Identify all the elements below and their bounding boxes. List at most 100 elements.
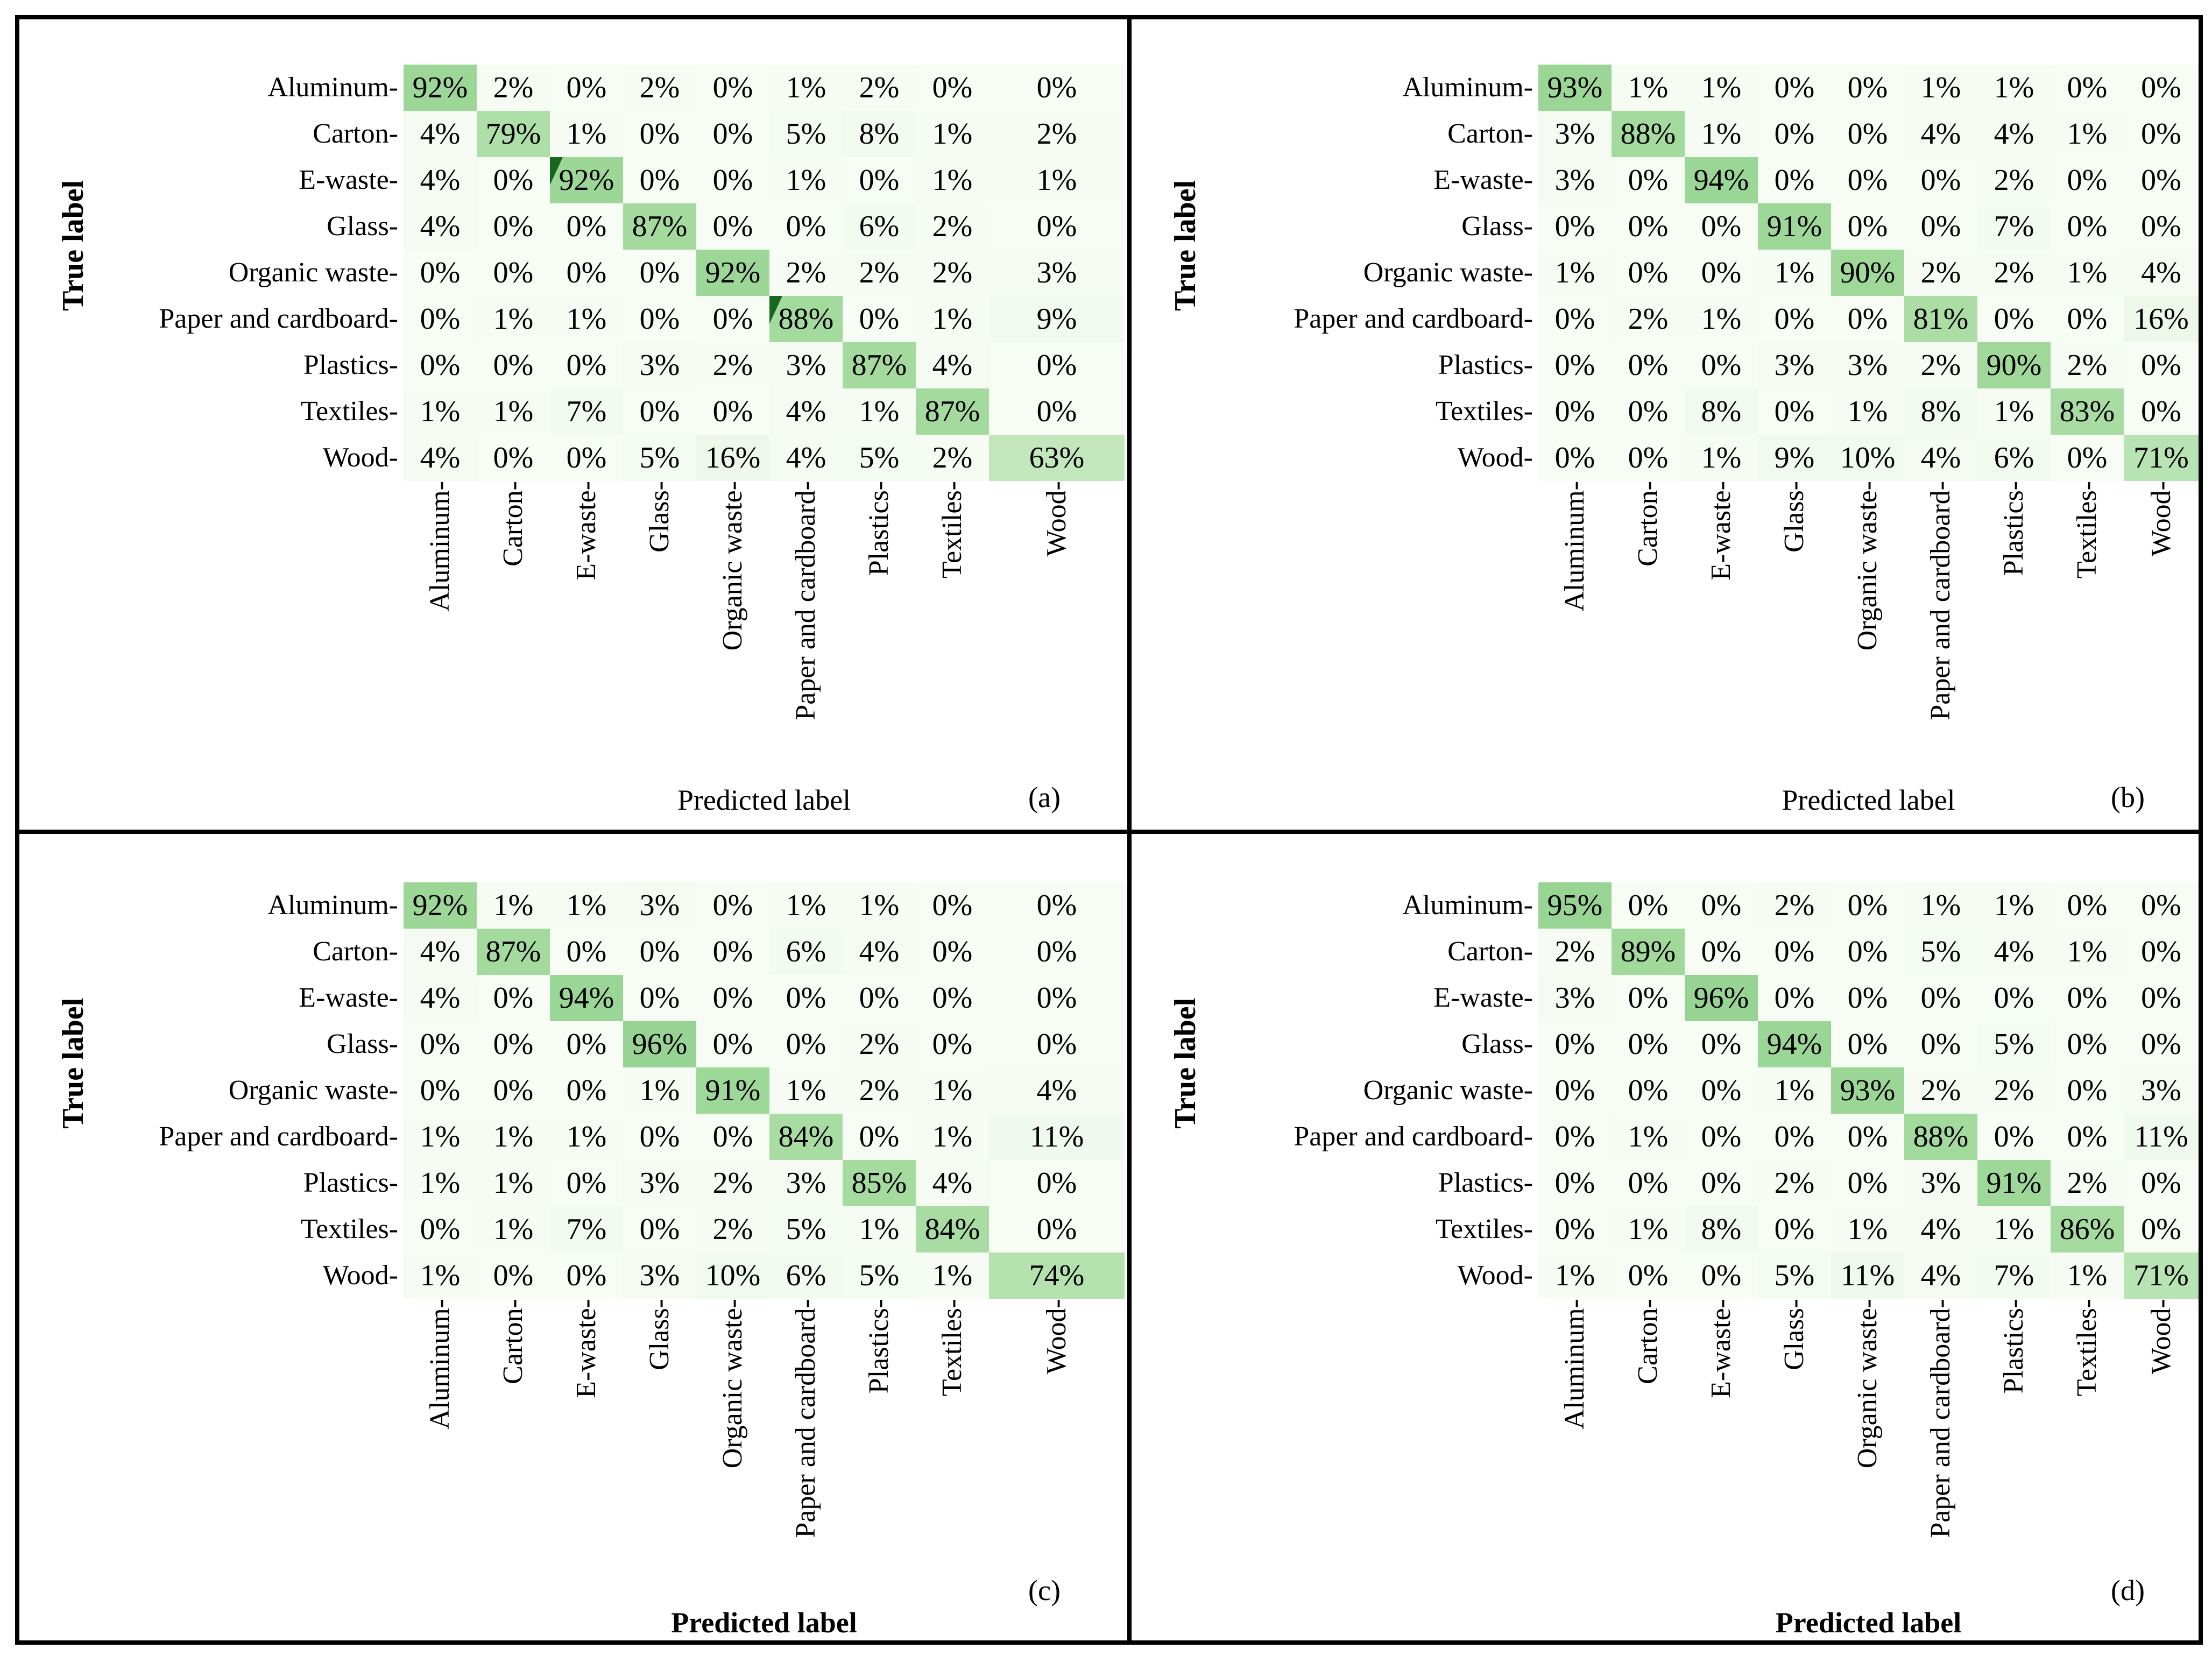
- col-tick-label: Textiles-: [937, 481, 967, 579]
- matrix-cell: 94%: [1758, 1021, 1831, 1067]
- matrix-cell: 1%: [1831, 388, 1904, 435]
- matrix-cell: 0%: [1758, 111, 1831, 157]
- col-tick-label: Aluminum-: [1559, 481, 1590, 612]
- matrix-cell: 0%: [843, 157, 916, 203]
- matrix-cell: 4%: [404, 435, 477, 481]
- matrix-cell: 1%: [1758, 1067, 1831, 1114]
- matrix-cell: 0%: [404, 1067, 477, 1114]
- matrix-cell: 0%: [2124, 975, 2199, 1021]
- matrix-cell: 16%: [696, 435, 769, 481]
- matrix-cell: 4%: [916, 1160, 989, 1206]
- matrix-cell: 84%: [916, 1206, 989, 1252]
- matrix-cell: 5%: [769, 111, 843, 157]
- matrix-cell: 0%: [1831, 157, 1904, 203]
- row-tick-label: Carton-: [1447, 118, 1533, 149]
- x-tick-labels: Aluminum- Carton- E-waste- Glass- Organic wa…: [19, 481, 1125, 785]
- matrix-cell: 1%: [916, 1252, 989, 1299]
- matrix-cell: 85%: [843, 1160, 916, 1206]
- matrix-cell: 0%: [916, 1021, 989, 1067]
- matrix-cell: 86%: [2051, 1206, 2124, 1252]
- matrix-cell: 1%: [1758, 250, 1831, 296]
- panel-letter: (d): [2111, 1574, 2145, 1607]
- matrix-cell: 4%: [404, 929, 477, 975]
- matrix-cell: 83%: [2051, 388, 2124, 435]
- matrix-cell: 4%: [1904, 1252, 1977, 1299]
- row-tick-label: Organic waste-: [228, 257, 398, 288]
- matrix-cell: 6%: [1977, 435, 2051, 481]
- matrix-cell: 0%: [1685, 882, 1758, 929]
- matrix-cell: 0%: [769, 1021, 843, 1067]
- matrix-cell: 0%: [2124, 111, 2199, 157]
- matrix-cell: 3%: [1758, 342, 1831, 388]
- matrix-cell: 2%: [477, 65, 550, 111]
- matrix-cell: 0%: [2124, 342, 2199, 388]
- matrix-cell: 0%: [550, 250, 623, 296]
- matrix-cell: 0%: [1977, 1114, 2051, 1160]
- matrix-cell: 1%: [2051, 111, 2124, 157]
- matrix-cell: 1%: [989, 157, 1125, 203]
- matrix-cell: 0%: [623, 929, 696, 975]
- matrix-cell: 1%: [916, 296, 989, 342]
- matrix-cell: 0%: [1538, 342, 1612, 388]
- col-tick-label: Wood-: [1041, 481, 1072, 557]
- col-tick-label: E-waste-: [571, 481, 602, 581]
- row-tick-label: Wood-: [322, 1260, 398, 1291]
- matrix-cell: 0%: [404, 296, 477, 342]
- matrix-cell: 0%: [1538, 1067, 1612, 1114]
- matrix-cell: 0%: [2124, 929, 2199, 975]
- matrix-cell: 0%: [404, 1206, 477, 1252]
- matrix-cell: 1%: [1831, 1206, 1904, 1252]
- col-tick-label: E-waste-: [571, 1299, 602, 1398]
- matrix-cell: 0%: [2051, 65, 2124, 111]
- matrix-cell: 9%: [1758, 435, 1831, 481]
- col-tick-label: Carton-: [1633, 481, 1663, 567]
- matrix-cell: 1%: [916, 111, 989, 157]
- matrix-cell: 0%: [1758, 1206, 1831, 1252]
- col-tick-label: Wood-: [2145, 1299, 2176, 1375]
- matrix-cell: 0%: [550, 65, 623, 111]
- matrix-cell: 0%: [2051, 157, 2124, 203]
- matrix-cell: 1%: [1685, 296, 1758, 342]
- matrix-cell: 0%: [623, 1114, 696, 1160]
- matrix-cell: 0%: [989, 1206, 1125, 1252]
- matrix-cell: 2%: [1758, 1160, 1831, 1206]
- matrix-cell: 0%: [1685, 1160, 1758, 1206]
- matrix-cell: 3%: [1538, 111, 1612, 157]
- matrix-cell: 95%: [1538, 882, 1612, 929]
- matrix-cell: 0%: [1758, 157, 1831, 203]
- matrix-cell: 2%: [623, 65, 696, 111]
- matrix-cell: 2%: [696, 1206, 769, 1252]
- col-tick-label: Wood-: [1041, 1299, 1072, 1375]
- matrix-cell: 1%: [1538, 1252, 1612, 1299]
- matrix-cell: 0%: [843, 975, 916, 1021]
- panel-letter: (b): [2111, 781, 2145, 813]
- panel-letter: (c): [1028, 1574, 1061, 1607]
- x-axis-title: Predicted label: [677, 784, 851, 816]
- matrix-cell: 4%: [1904, 111, 1977, 157]
- matrix-cell: 0%: [623, 975, 696, 1021]
- matrix-cell: 0%: [2124, 882, 2199, 929]
- matrix-grid: Aluminum- 92% 1% 1% 3% 0% 1% 1% 0% 0% Carton- 4% 87%…: [19, 882, 1125, 1299]
- confusion-matrix-panel-c: True label Aluminum- 92% 1% 1% 3% 0% 1% 1% 0% 0% C…: [19, 834, 1127, 1640]
- matrix-cell: 0%: [769, 203, 843, 250]
- matrix-cell: 0%: [477, 1067, 550, 1114]
- row-tick-label: Textiles-: [1435, 396, 1533, 427]
- row-tick-label: Carton-: [313, 118, 398, 149]
- matrix-cell: 1%: [1612, 1206, 1685, 1252]
- matrix-cell: 3%: [769, 342, 843, 388]
- matrix-cell: 0%: [623, 250, 696, 296]
- matrix-cell: 1%: [623, 1067, 696, 1114]
- matrix-cell: 0%: [1758, 65, 1831, 111]
- matrix-cell: 0%: [696, 111, 769, 157]
- matrix-cell: 7%: [550, 388, 623, 435]
- matrix-cell: 1%: [477, 1206, 550, 1252]
- matrix-cell: 0%: [1685, 203, 1758, 250]
- matrix-cell: 0%: [2051, 975, 2124, 1021]
- matrix-cell: 0%: [1538, 203, 1612, 250]
- matrix-cell: 4%: [404, 111, 477, 157]
- matrix-cell: 1%: [404, 1252, 477, 1299]
- x-axis-title: Predicted label: [1775, 1607, 1962, 1639]
- matrix-cell: 0%: [550, 342, 623, 388]
- matrix-cell: 5%: [843, 435, 916, 481]
- matrix-cell: 8%: [1904, 388, 1977, 435]
